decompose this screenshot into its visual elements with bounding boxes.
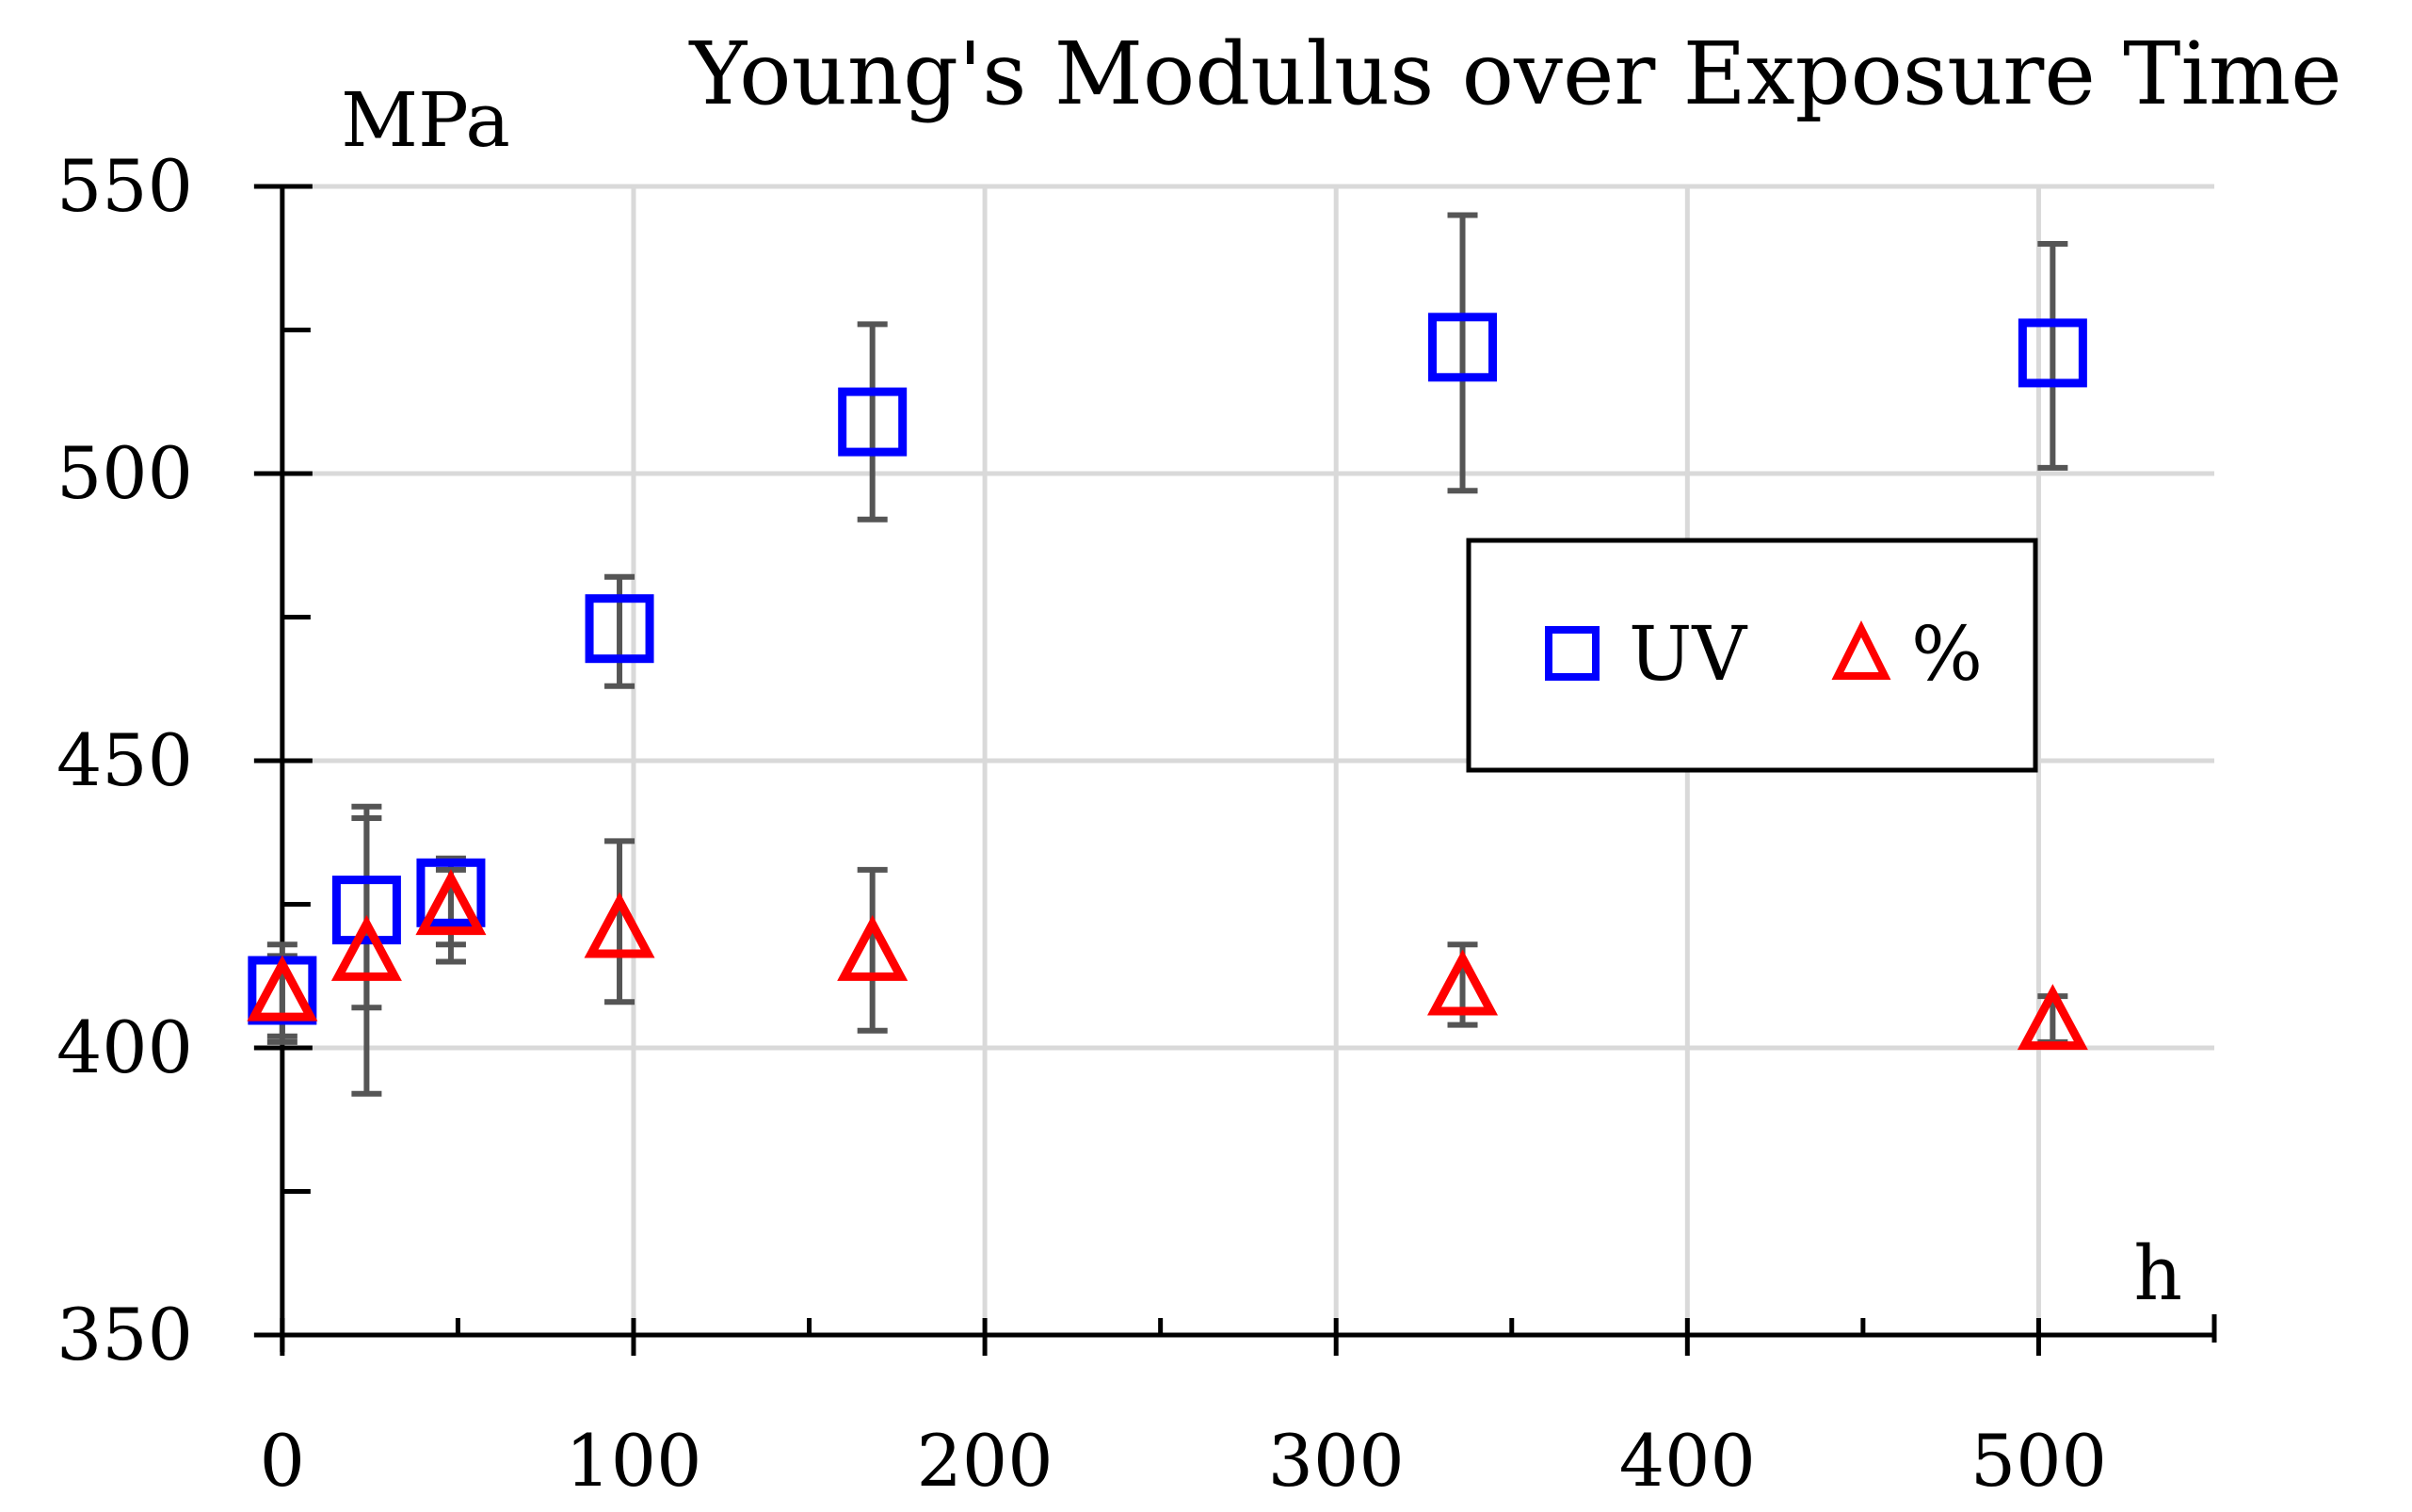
legend-label-percent: %: [1911, 610, 1983, 698]
error-bar-uv-5: [1447, 212, 1478, 494]
x-axis-unit-label: h: [2133, 1230, 2182, 1317]
error-bar-percent-3: [604, 838, 635, 1005]
x-tick-label-100: 100: [565, 1419, 701, 1503]
data-point-uv-5: [1428, 313, 1498, 382]
x-tick-label-300: 300: [1268, 1419, 1405, 1503]
data-point-uv-4: [838, 387, 908, 457]
data-point-uv-6: [2018, 318, 2087, 388]
data-point-percent-4: [837, 914, 909, 981]
data-point-percent-1: [330, 914, 402, 981]
x-tick-label-500: 500: [1970, 1419, 2107, 1503]
legend: UV %: [1466, 538, 2038, 773]
data-point-uv-2: [416, 858, 486, 927]
x-tick-label-200: 200: [917, 1419, 1053, 1503]
data-point-uv-3: [585, 594, 654, 664]
data-point-percent-2: [415, 869, 487, 936]
data-markers: [247, 313, 2088, 1051]
y-tick-label-500: 500: [56, 431, 193, 515]
legend-marker-uv: [1545, 626, 1600, 681]
y-axis-unit-label: MPa: [341, 76, 510, 164]
data-point-percent-5: [1427, 949, 1499, 1016]
chart-title: Young's Modulus over Exposure Time: [687, 24, 2341, 124]
data-point-percent-0: [247, 955, 318, 1021]
legend-label-uv: UV: [1629, 610, 1747, 698]
data-point-uv-1: [331, 876, 401, 945]
data-point-percent-3: [584, 892, 655, 958]
axes: 350 400 450 500 550 0 100 200 300 400 500: [56, 144, 2217, 1503]
legend-marker-percent: [1831, 620, 1891, 680]
error-bar-percent-4: [857, 866, 888, 1034]
x-tick-label-400: 400: [1619, 1419, 1756, 1503]
y-tick-label-550: 550: [56, 144, 193, 228]
y-tick-label-450: 450: [56, 718, 193, 802]
error-bar-uv-4: [857, 321, 888, 523]
legend-box: [1466, 538, 2038, 773]
y-tick-label-350: 350: [56, 1293, 193, 1376]
error-bar-uv-6: [2037, 241, 2068, 471]
error-bar-uv-3: [604, 573, 635, 689]
x-tick-label-0: 0: [260, 1419, 305, 1503]
gridlines: [281, 184, 2214, 1335]
data-point-percent-6: [2017, 984, 2088, 1051]
y-tick-label-400: 400: [56, 1005, 193, 1089]
